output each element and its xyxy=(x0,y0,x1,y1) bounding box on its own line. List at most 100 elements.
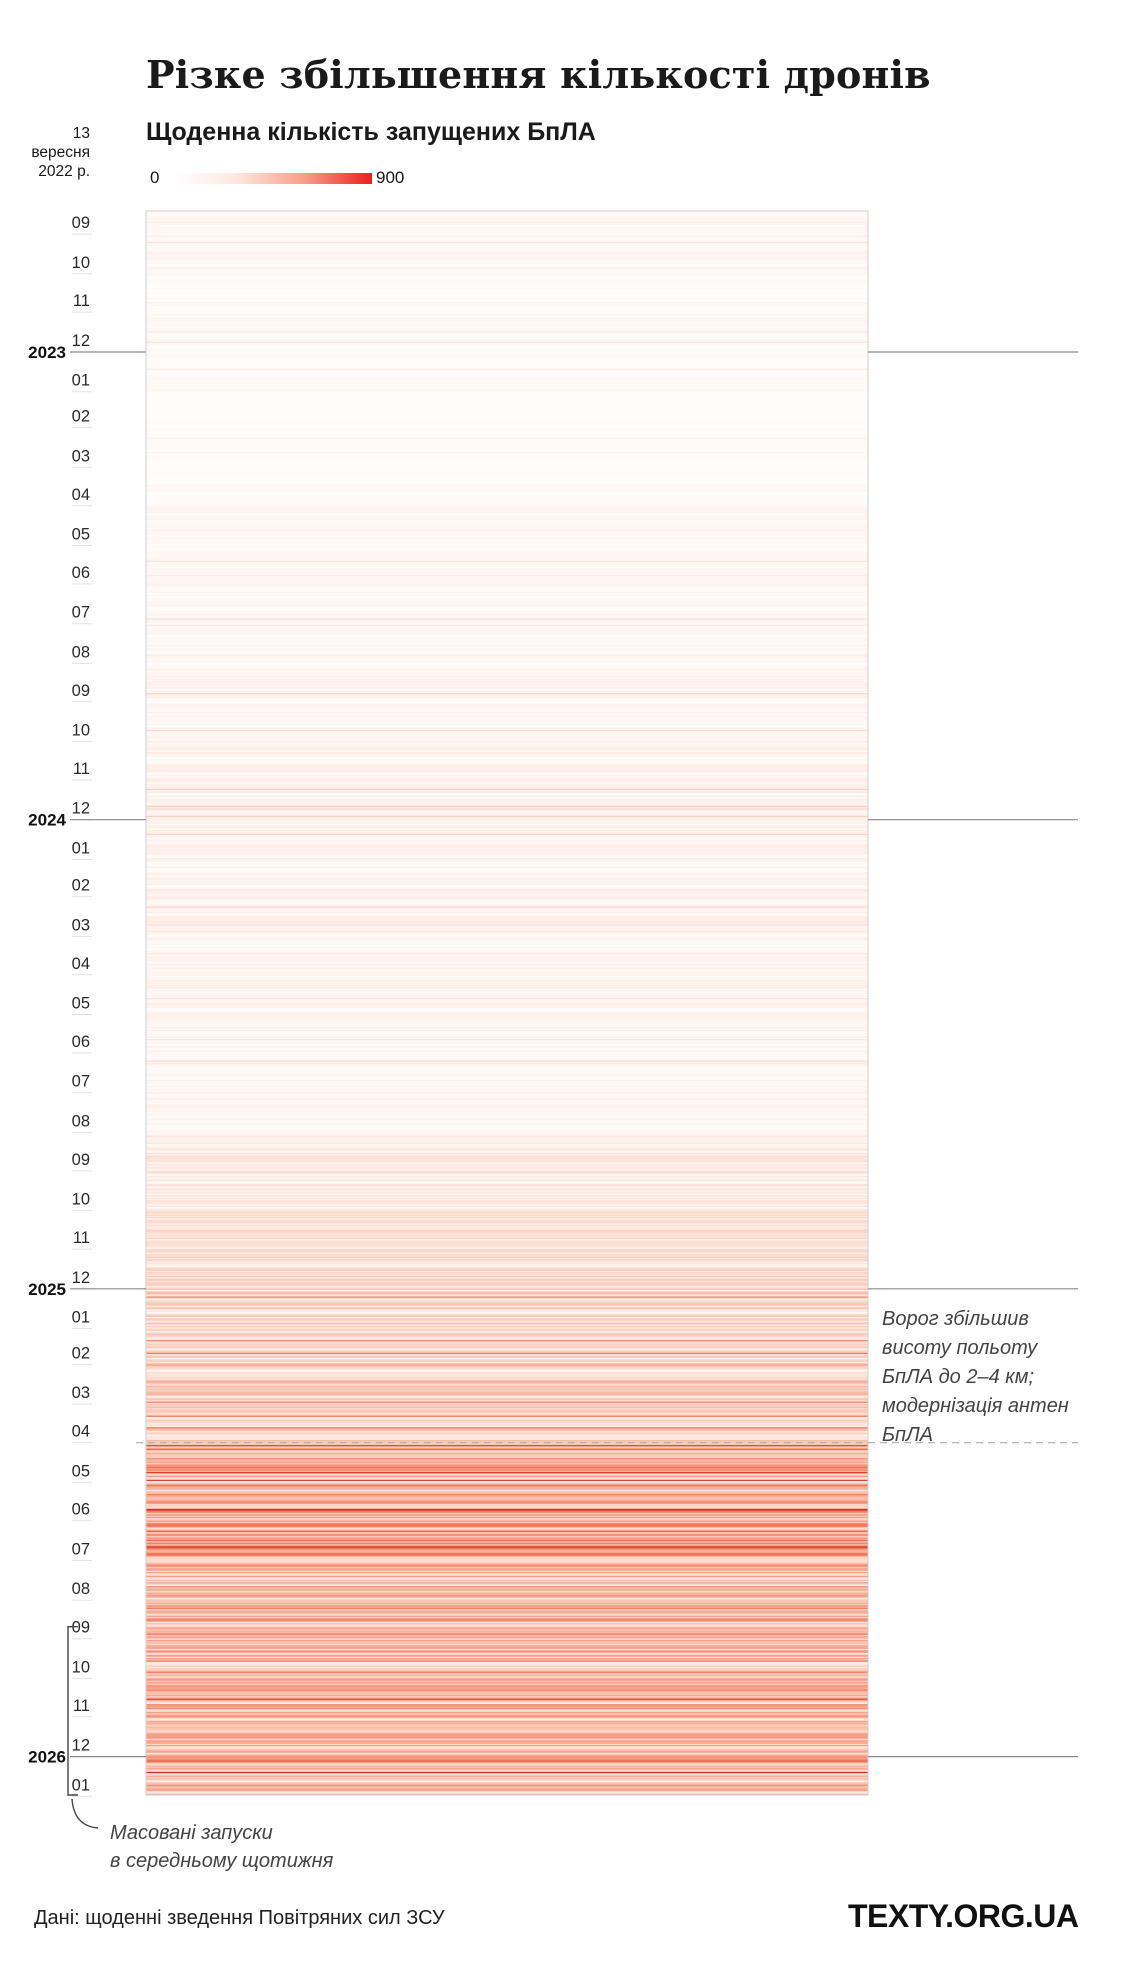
day-stripe xyxy=(146,1102,868,1105)
month-tick-label: 07 xyxy=(72,1541,90,1559)
day-stripe xyxy=(146,1218,868,1220)
day-stripe xyxy=(146,1222,868,1224)
day-stripe xyxy=(146,805,868,808)
day-stripe xyxy=(146,745,868,748)
day-stripe xyxy=(146,1639,868,1642)
day-stripe xyxy=(146,544,868,546)
day-stripe xyxy=(146,522,868,525)
day-stripe xyxy=(146,1757,868,1760)
day-stripe xyxy=(146,262,868,264)
day-stripe xyxy=(146,1488,868,1491)
day-stripe xyxy=(146,1186,868,1188)
day-stripe xyxy=(146,983,868,986)
day-stripe xyxy=(146,1538,868,1541)
day-stripe xyxy=(146,463,868,466)
day-stripe xyxy=(146,1522,868,1524)
day-stripe xyxy=(146,721,868,723)
day-stripe xyxy=(146,267,868,270)
day-stripe xyxy=(146,1172,868,1174)
day-stripe xyxy=(146,293,868,295)
day-stripe xyxy=(146,1775,868,1778)
day-stripe xyxy=(146,769,868,772)
legend-max-label: 900 xyxy=(376,168,405,187)
day-stripe xyxy=(146,1484,868,1487)
day-stripe xyxy=(146,1648,868,1651)
day-stripe xyxy=(146,392,868,395)
day-stripe xyxy=(146,1023,868,1026)
day-stripe xyxy=(146,437,868,440)
day-stripe xyxy=(146,1634,868,1637)
day-stripe xyxy=(146,1452,868,1455)
day-stripe xyxy=(146,403,868,405)
day-stripe xyxy=(146,949,868,951)
day-stripe xyxy=(146,1610,868,1613)
day-stripe xyxy=(146,1591,868,1593)
day-stripe xyxy=(146,1299,868,1301)
day-stripe xyxy=(146,1122,868,1124)
day-stripe xyxy=(146,327,868,330)
month-tick-label: 01 xyxy=(72,1309,90,1327)
day-stripe xyxy=(146,1315,868,1318)
day-stripe xyxy=(146,1247,868,1250)
day-stripe xyxy=(146,358,868,361)
day-stripe xyxy=(146,888,868,891)
day-stripe xyxy=(146,1654,868,1656)
day-stripe xyxy=(146,885,868,887)
day-stripe xyxy=(146,1584,868,1587)
day-stripe xyxy=(146,1392,868,1395)
day-stripe xyxy=(146,372,868,375)
day-stripe xyxy=(146,273,868,276)
day-stripe xyxy=(146,1627,868,1629)
day-stripe xyxy=(146,441,868,444)
day-stripe xyxy=(146,421,868,423)
day-stripe xyxy=(146,1366,868,1369)
day-stripe xyxy=(146,576,868,578)
day-stripe xyxy=(146,1677,868,1679)
day-stripe xyxy=(146,375,868,377)
day-stripe xyxy=(146,1498,868,1501)
day-stripe xyxy=(146,808,868,810)
day-stripe xyxy=(146,850,868,853)
brand-logo[interactable]: TEXTY.ORG.UA xyxy=(848,1898,1079,1934)
day-stripe xyxy=(146,823,868,826)
day-stripe xyxy=(146,241,868,244)
day-stripe xyxy=(146,1097,868,1100)
day-stripe xyxy=(146,285,868,288)
day-stripe xyxy=(146,1010,868,1013)
day-stripe xyxy=(146,1402,868,1405)
day-stripe xyxy=(146,1756,868,1759)
day-stripe xyxy=(146,1450,868,1452)
day-stripe xyxy=(146,855,868,858)
day-stripe xyxy=(146,1036,868,1038)
day-stripe xyxy=(146,656,868,659)
day-stripe xyxy=(146,1437,868,1440)
day-stripe xyxy=(146,1132,868,1135)
mass-launch-bracket-line xyxy=(67,1626,78,1796)
day-stripe xyxy=(146,295,868,298)
day-stripe xyxy=(146,735,868,737)
day-stripe xyxy=(146,457,868,459)
day-stripe xyxy=(146,697,868,700)
day-stripe xyxy=(146,974,868,977)
day-stripe xyxy=(146,1305,868,1308)
day-stripe xyxy=(146,622,868,625)
mass-launch-annotation-line: Масовані запуски xyxy=(110,1822,273,1844)
day-stripe xyxy=(146,1563,868,1565)
day-stripe xyxy=(146,723,868,726)
day-stripe xyxy=(146,979,868,982)
day-stripe xyxy=(146,1320,868,1323)
day-stripe xyxy=(146,867,868,869)
day-stripe xyxy=(146,1500,868,1502)
day-stripe xyxy=(146,1160,868,1163)
day-stripe xyxy=(146,912,868,914)
day-stripe xyxy=(146,1279,868,1282)
month-tick-label: 06 xyxy=(72,1033,90,1051)
day-stripe xyxy=(146,756,868,759)
month-tick-label: 03 xyxy=(72,916,90,934)
day-stripe xyxy=(146,1650,868,1652)
day-stripe xyxy=(146,1300,868,1302)
day-stripe xyxy=(146,844,868,846)
day-stripe xyxy=(146,537,868,540)
day-stripe xyxy=(146,1778,868,1781)
day-stripe xyxy=(146,1445,868,1447)
